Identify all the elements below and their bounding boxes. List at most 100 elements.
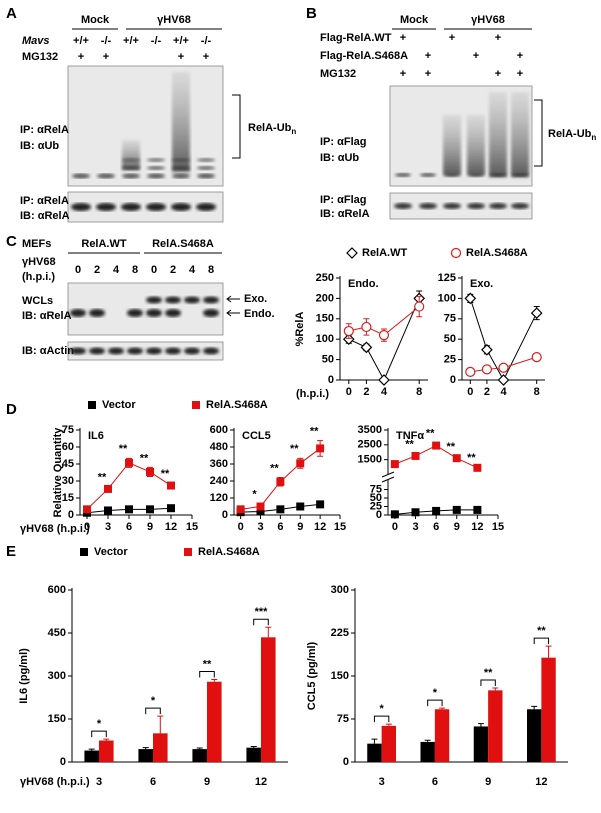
bracket: [427, 699, 443, 707]
x-tick-label: 12: [535, 776, 547, 788]
blot-label: IP: αRelA: [20, 195, 69, 207]
blot-label: IP: αRelA: [20, 124, 69, 136]
band: [146, 203, 166, 211]
blot: [67, 282, 224, 336]
band: [395, 173, 411, 177]
bar: [84, 750, 99, 762]
x-tick-label: 9: [204, 776, 210, 788]
x-tick-label: 4: [500, 386, 507, 398]
x-tick-label: 9: [454, 521, 460, 533]
y-tick-label: 0: [328, 374, 334, 386]
error-bar: [439, 707, 446, 710]
cell: +: [78, 51, 84, 63]
point: [256, 507, 265, 516]
blot-label: IB: αActin: [22, 345, 74, 357]
band: [96, 203, 116, 211]
cell: +: [449, 32, 455, 44]
cell: -/-: [101, 35, 112, 47]
arrow-label: Endo.: [244, 308, 275, 320]
x-tick-label: 4: [381, 386, 388, 398]
y-tick-label: 0: [376, 509, 382, 521]
error-bar: [531, 705, 538, 710]
band: [121, 203, 141, 211]
blot-label: IB: αUb: [20, 140, 59, 152]
band: [197, 166, 215, 170]
series-line: [86, 462, 172, 510]
y-tick-label: 25: [444, 354, 456, 366]
annotation: **: [270, 462, 279, 474]
point: [432, 441, 441, 450]
y-tick-label: 360: [210, 458, 228, 470]
arrow-label: Exo.: [244, 293, 267, 305]
y-tick-label: 1500: [358, 454, 382, 466]
cell: +/+: [73, 35, 89, 47]
lane-label: 4: [113, 264, 120, 276]
bar: [153, 733, 168, 762]
row-label: Flag-RelA.WT: [320, 32, 392, 44]
x-tick-label: 0: [392, 521, 398, 533]
annotation: **: [405, 439, 414, 451]
x-tick-label: 3: [96, 776, 102, 788]
blot: [67, 341, 224, 361]
band: [70, 347, 86, 355]
x-tick-label: 6: [432, 776, 438, 788]
blot-label: IP: αFlag: [320, 194, 367, 206]
cell: -/-: [151, 35, 162, 47]
point: [378, 330, 390, 341]
legend-label: RelA.WT: [362, 247, 408, 259]
y-tick-label: 45: [62, 458, 74, 470]
band: [203, 309, 219, 317]
y-tick-label: 60: [62, 441, 74, 453]
y-tick-label: 25: [370, 500, 382, 512]
x-tick-label: 3: [257, 521, 263, 533]
point: [481, 343, 493, 356]
annotation: **: [446, 441, 455, 453]
panel-label: B: [306, 5, 317, 22]
x-tick-label: 12: [255, 776, 267, 788]
bracket-sub: n: [291, 127, 296, 136]
bracket: [534, 99, 543, 167]
annotation: **: [98, 472, 107, 484]
band: [467, 203, 485, 209]
bar: [420, 741, 435, 762]
bracket: [232, 94, 241, 159]
annotation: *: [379, 703, 384, 715]
point: [473, 463, 482, 472]
point: [390, 510, 399, 519]
bracket: [199, 670, 215, 678]
legend-marker: [88, 401, 96, 409]
y-tick-label: 480: [210, 441, 228, 453]
point: [125, 458, 133, 467]
series-line: [348, 298, 420, 382]
band: [171, 203, 191, 211]
band: [146, 347, 162, 355]
smear: [467, 115, 485, 175]
band: [89, 347, 105, 355]
x-tick-label: 12: [165, 521, 177, 533]
row-label: MG132: [22, 51, 58, 63]
band: [122, 173, 140, 179]
error-bar: [371, 738, 378, 744]
bracket-sub: n: [591, 133, 596, 142]
bar: [473, 726, 489, 762]
x-label: γHV68 (h.p.i.): [20, 523, 90, 535]
band: [127, 309, 143, 317]
annotation: *: [433, 687, 438, 699]
point: [167, 481, 175, 490]
y-label: CCL5 (pg/ml): [306, 641, 318, 710]
point: [498, 362, 509, 373]
lane-label: 4: [189, 264, 196, 276]
annotation: **: [119, 443, 128, 455]
band: [511, 203, 529, 209]
cell: +: [425, 68, 431, 80]
band: [70, 309, 86, 317]
blot-label: IB: αUb: [320, 152, 359, 164]
band: [443, 203, 461, 209]
band: [72, 173, 90, 179]
bar: [192, 749, 207, 762]
point: [316, 444, 325, 453]
annotation: **: [467, 452, 476, 464]
x-tick-label: 0: [238, 521, 244, 533]
point: [473, 505, 482, 514]
